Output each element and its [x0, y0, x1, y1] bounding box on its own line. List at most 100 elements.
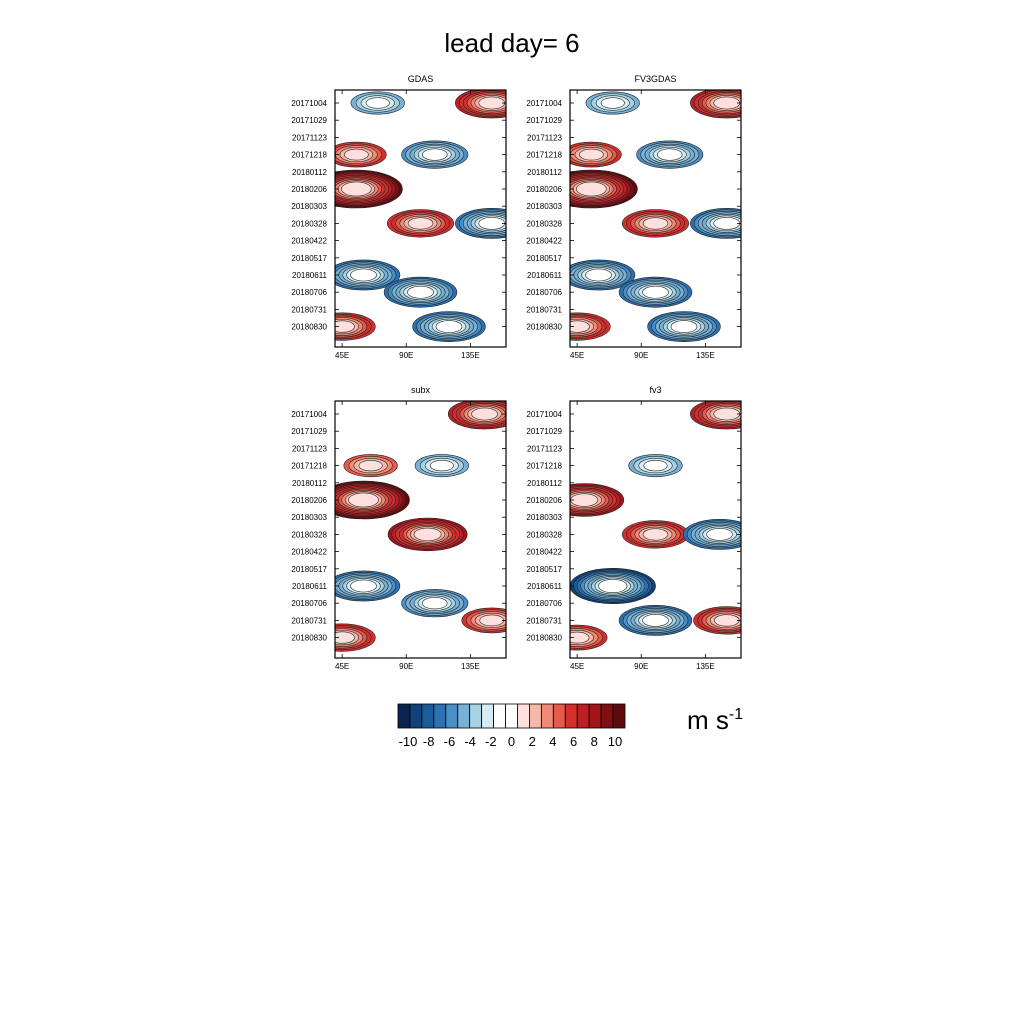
- colorbar-box: [576, 703, 590, 729]
- x-tick-label: 90E: [399, 351, 413, 360]
- colorbar-box: [493, 703, 506, 729]
- x-tick-label: 45E: [335, 662, 349, 671]
- y-tick-label: 20180303: [291, 513, 327, 522]
- colorbar-label: 10: [608, 734, 622, 749]
- contour-field: [570, 90, 741, 343]
- colorbar-box: [600, 703, 614, 729]
- y-tick-label: 20180112: [527, 479, 563, 488]
- contour-feature: [713, 96, 741, 110]
- contour-feature: [585, 268, 612, 282]
- contour-feature: [642, 614, 669, 627]
- colorbar-label: -2: [485, 734, 497, 749]
- contour-feature: [713, 407, 741, 421]
- panel-gdas: GDAS 20171004 20171029 20171123 20171218 2018…: [291, 74, 507, 360]
- y-tick-label: 20180830: [526, 634, 562, 643]
- colorbar-label: -4: [464, 734, 476, 749]
- y-tick-label: 20171029: [526, 116, 562, 125]
- contour-feature: [478, 217, 506, 230]
- contour-feature: [643, 459, 668, 472]
- contour-feature: [429, 459, 454, 472]
- contour-field: [335, 90, 506, 343]
- contour-feature: [570, 493, 599, 507]
- contour-feature: [570, 631, 590, 644]
- colorbar-box: [517, 703, 530, 729]
- y-tick-label: 20180731: [526, 305, 562, 314]
- contour-feature: [479, 614, 505, 627]
- contour-feature: [570, 320, 590, 333]
- x-tick-label: 90E: [399, 662, 413, 671]
- x-tick-label: 135E: [696, 351, 715, 360]
- x-tick-label: 135E: [461, 662, 480, 671]
- x-tick-label: 135E: [461, 351, 480, 360]
- colorbar-box: [540, 703, 554, 729]
- panel-title: subx: [411, 385, 431, 395]
- y-tick-label: 20180328: [291, 530, 327, 539]
- y-tick-label: 20171004: [291, 99, 327, 108]
- x-tick-label: 45E: [570, 662, 584, 671]
- colorbar-label: 0: [508, 734, 515, 749]
- colorbar-label: 8: [591, 734, 598, 749]
- colorbar: -10 -8 -6 -4 -2 0 2 4 6 8 10: [397, 703, 626, 749]
- panel-fv3gdas: FV3GDAS 20171004 20171029 20171123 20171218 2…: [526, 74, 742, 360]
- y-tick-label: 20180830: [291, 634, 327, 643]
- y-tick-label: 20180517: [526, 565, 562, 574]
- contour-feature: [478, 96, 506, 110]
- panel-fv3: fv3 20171004 20171029 20171123 20171218 20180…: [526, 385, 742, 671]
- y-tick-label: 20180706: [526, 288, 562, 297]
- colorbar-box: [421, 703, 435, 729]
- contour-feature: [642, 528, 669, 541]
- y-tick-label: 20180611: [292, 582, 328, 591]
- panel-title: fv3: [649, 385, 661, 395]
- y-tick-label: 20180328: [291, 219, 327, 228]
- x-tick-label: 45E: [570, 351, 584, 360]
- y-tick-label: 20171123: [292, 133, 328, 142]
- colorbar-label: 6: [570, 734, 577, 749]
- y-tick-label: 20180422: [526, 548, 562, 557]
- y-tick-label: 20171123: [527, 444, 563, 453]
- panel-title: GDAS: [408, 74, 434, 84]
- y-tick-label: 20180830: [291, 323, 327, 332]
- colorbar-box: [481, 703, 494, 729]
- y-tick-label: 20171004: [291, 410, 327, 419]
- plot-frame: [334, 400, 507, 659]
- y-tick-label: 20180517: [291, 254, 327, 263]
- panels: GDAS 20171004 20171029 20171123 20171218 2018…: [291, 74, 742, 671]
- y-tick-label: 20171218: [526, 462, 562, 471]
- y-tick-label: 20171029: [526, 427, 562, 436]
- y-tick-label: 20180611: [527, 582, 563, 591]
- colorbar-box: [612, 703, 626, 729]
- colorbar-box: [457, 703, 471, 729]
- y-tick-label: 20180422: [291, 548, 327, 557]
- colorbar-box: [445, 703, 459, 729]
- colorbar-box: [409, 703, 423, 729]
- colorbar-box: [433, 703, 447, 729]
- contour-feature: [341, 181, 372, 197]
- y-tick-label: 20171029: [291, 427, 327, 436]
- plot-frame: [569, 89, 742, 348]
- y-tick-label: 20180611: [527, 271, 563, 280]
- y-tick-label: 20180206: [291, 185, 327, 194]
- x-tick-label: 135E: [696, 662, 715, 671]
- y-tick-label: 20180112: [292, 479, 328, 488]
- colorbar-box: [529, 703, 542, 729]
- y-tick-label: 20171004: [526, 99, 562, 108]
- y-tick-label: 20180706: [526, 599, 562, 608]
- contour-feature: [335, 631, 355, 644]
- contour-feature: [348, 492, 379, 508]
- contour-feature: [600, 97, 625, 109]
- y-tick-label: 20180328: [526, 530, 562, 539]
- y-tick-label: 20180112: [527, 168, 563, 177]
- contour-feature: [656, 148, 683, 161]
- x-tick-label: 45E: [335, 351, 349, 360]
- contour-field: [335, 401, 506, 652]
- colorbar-box: [505, 703, 518, 729]
- y-tick-label: 20180611: [292, 271, 328, 280]
- y-tick-label: 20171123: [292, 444, 328, 453]
- y-tick-label: 20180422: [526, 237, 562, 246]
- contour-feature: [358, 459, 383, 472]
- contour-feature: [471, 407, 498, 421]
- panel-title: FV3GDAS: [634, 74, 676, 84]
- y-tick-label: 20180731: [291, 305, 327, 314]
- y-tick-label: 20180706: [291, 288, 327, 297]
